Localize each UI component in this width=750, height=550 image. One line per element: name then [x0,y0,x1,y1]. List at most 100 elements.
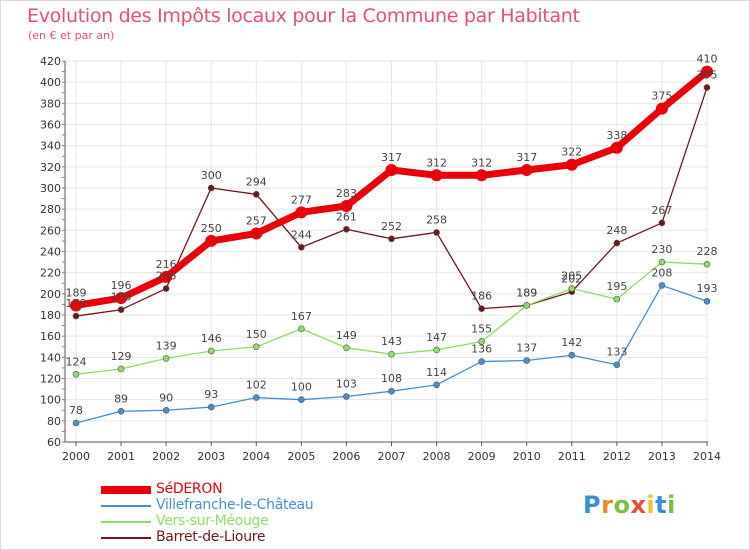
data-label: 294 [246,175,267,188]
y-tick-label: 200 [40,288,61,301]
data-point [478,338,485,345]
data-point [433,229,440,236]
data-label: 114 [426,366,447,379]
data-label: 189 [516,286,537,299]
data-label: 78 [69,404,83,417]
y-tick-label: 320 [40,161,61,174]
x-tick-label: 2011 [558,450,586,463]
data-point [610,141,623,154]
line-chart: 60 80 100 120 140 160 180 200 220 240 260 280 300 320… [40,53,721,463]
data-label: 208 [651,266,672,279]
data-label: 137 [516,342,537,355]
data-point [295,206,308,219]
data-label: 375 [651,90,672,103]
x-tick-label: 2008 [423,450,451,463]
y-tick-label: 120 [40,373,61,386]
data-label: 410 [697,53,718,66]
y-tick-label: 340 [40,140,61,153]
x-tick-label: 2004 [242,450,270,463]
data-label: 150 [246,328,267,341]
data-point [207,403,215,411]
legend-label-sederon: SéDERON [156,481,223,497]
y-tick-label: 260 [40,224,61,237]
data-label: 317 [516,151,537,164]
data-point [117,306,125,314]
data-point [115,292,128,305]
data-label: 179 [66,297,87,310]
data-point [298,243,305,251]
data-label: 244 [291,228,312,241]
y-tick-label: 280 [40,203,61,216]
data-label: 193 [697,282,718,295]
y-tick-label: 140 [40,351,61,364]
y-tick-label: 220 [40,267,61,280]
data-point [655,102,668,115]
x-tick-label: 2002 [152,450,180,463]
data-point [70,299,82,312]
data-label: 133 [606,346,627,359]
data-point [72,419,80,427]
legend-label-vers-sur-meouge: Vers-sur-Méouge [156,513,269,529]
y-tick-label: 240 [40,246,61,259]
proxiti-logo: Proxiti [583,491,676,519]
data-point [433,346,440,354]
data-label: 228 [697,245,718,258]
data-label: 129 [111,350,132,363]
data-point [520,164,533,177]
x-tick-label: 2006 [332,450,360,463]
data-label: 103 [336,377,357,390]
data-point [658,282,666,289]
data-label: 216 [156,258,177,271]
data-point [613,295,621,303]
data-label: 102 [246,379,267,392]
x-tick-label: 2010 [513,450,541,463]
x-tick-label: 2014 [693,450,721,463]
legend-label-barret-de-lioure: Barret-de-Lioure [156,529,266,545]
logo-letter: o [613,491,631,519]
data-label: 136 [471,343,492,356]
data-point [523,302,531,309]
logo-letter: i [646,491,656,519]
logo-letter: x [630,491,647,519]
data-point [475,169,488,182]
data-label: 189 [66,286,87,299]
data-point [252,343,260,351]
data-label: 90 [159,391,173,404]
data-point [430,169,443,182]
data-point [701,65,713,78]
legend-swatch-vers-sur-meouge [101,521,151,523]
data-label: 185 [111,291,132,304]
x-tick-label: 2000 [62,450,90,463]
data-label: 142 [561,336,582,349]
data-label: 196 [111,279,132,292]
data-point [703,297,711,305]
legend-swatch-sederon [101,486,151,494]
data-point [117,408,125,415]
logo-letter: P [583,491,602,519]
x-tick-label: 2007 [378,450,406,463]
data-point [343,393,350,400]
y-tick-label: 360 [40,119,61,132]
data-point [162,355,170,362]
data-point [568,285,576,292]
data-point [523,357,531,364]
data-label: 312 [471,156,492,169]
data-label: 322 [561,146,582,159]
data-point [252,191,260,198]
logo-letter: t [655,491,668,519]
data-point [478,305,485,312]
data-point [250,227,263,240]
data-label: 189 [516,286,537,299]
data-label: 267 [651,204,672,217]
legend-label-villefranche: Villefranche-le-Château [156,497,314,513]
data-point [340,199,353,212]
data-label: 277 [291,193,312,206]
data-point [568,351,576,359]
y-tick-label: 300 [40,182,61,195]
logo-letter: i [667,491,676,519]
data-label: 89 [114,392,128,405]
data-label: 149 [336,329,357,342]
data-point [160,270,173,283]
data-point [613,361,621,369]
